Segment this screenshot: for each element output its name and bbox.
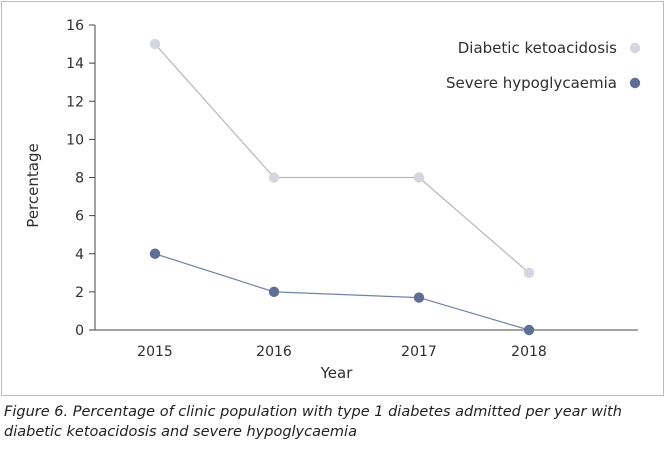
line-chart: 0 2 4 6 8 10 12 14 16 2015 2016 2017 2018 Percentag… [24, 18, 641, 382]
x-tick-label: 2018 [511, 344, 547, 360]
data-point [413, 292, 425, 303]
y-tick-label: 12 [66, 94, 84, 110]
series-1 [149, 248, 535, 336]
y-tick-label: 10 [66, 132, 84, 148]
data-point [149, 248, 161, 259]
series-0 [149, 38, 535, 279]
data-point [413, 172, 425, 183]
figure-caption: Figure 6. Percentage of clinic populatio… [4, 404, 622, 440]
y-tick-label: 4 [75, 247, 84, 263]
legend: Diabetic ketoacidosis Severe hypoglycaemi… [446, 39, 641, 92]
x-tick-label: 2017 [401, 344, 437, 360]
data-point [149, 38, 161, 50]
legend-item: Severe hypoglycaemia [446, 74, 641, 92]
y-tick-label: 16 [66, 18, 84, 34]
data-point [523, 267, 535, 279]
y-tick-label: 0 [75, 323, 84, 339]
y-tick-label: 14 [66, 56, 84, 72]
y-axis-title: Percentage [24, 143, 42, 227]
y-tick-label: 6 [75, 209, 84, 225]
series-layer [149, 38, 535, 336]
legend-label: Diabetic ketoacidosis [458, 39, 617, 57]
figure-frame [1, 1, 664, 396]
legend-label: Severe hypoglycaemia [446, 74, 617, 92]
legend-marker [629, 77, 641, 89]
y-axis: 0 2 4 6 8 10 12 14 16 [66, 18, 96, 339]
x-tick-label: 2015 [137, 344, 173, 360]
data-point [523, 324, 535, 336]
data-point [268, 286, 280, 298]
series-line [154, 253, 530, 331]
x-axis: 2015 2016 2017 2018 [95, 329, 638, 360]
x-axis-title: Year [320, 364, 354, 382]
x-tick-label: 2016 [256, 344, 292, 360]
series-line [154, 43, 530, 274]
y-tick-label: 8 [75, 171, 84, 187]
data-point [268, 172, 280, 183]
y-tick-label: 2 [75, 285, 84, 301]
legend-item: Diabetic ketoacidosis [458, 39, 641, 57]
legend-marker [629, 42, 641, 54]
